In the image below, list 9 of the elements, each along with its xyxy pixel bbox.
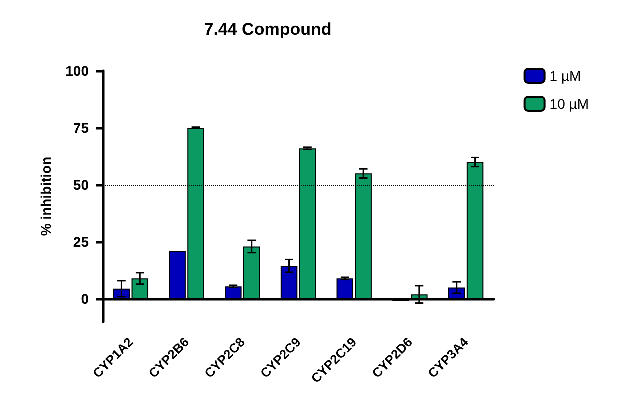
legend-label: 10 µM bbox=[550, 96, 590, 112]
y-tick-label: 100 bbox=[66, 63, 90, 79]
y-tick-label: 25 bbox=[73, 234, 90, 250]
chart-title: 7.44 Compound bbox=[204, 20, 332, 39]
y-axis-title: % inhibition bbox=[38, 156, 54, 236]
y-tick-label: 75 bbox=[73, 120, 90, 136]
legend-label: 1 µM bbox=[550, 68, 582, 84]
y-tick-label: 0 bbox=[81, 291, 90, 308]
y-tick-label: 50 bbox=[73, 177, 90, 194]
